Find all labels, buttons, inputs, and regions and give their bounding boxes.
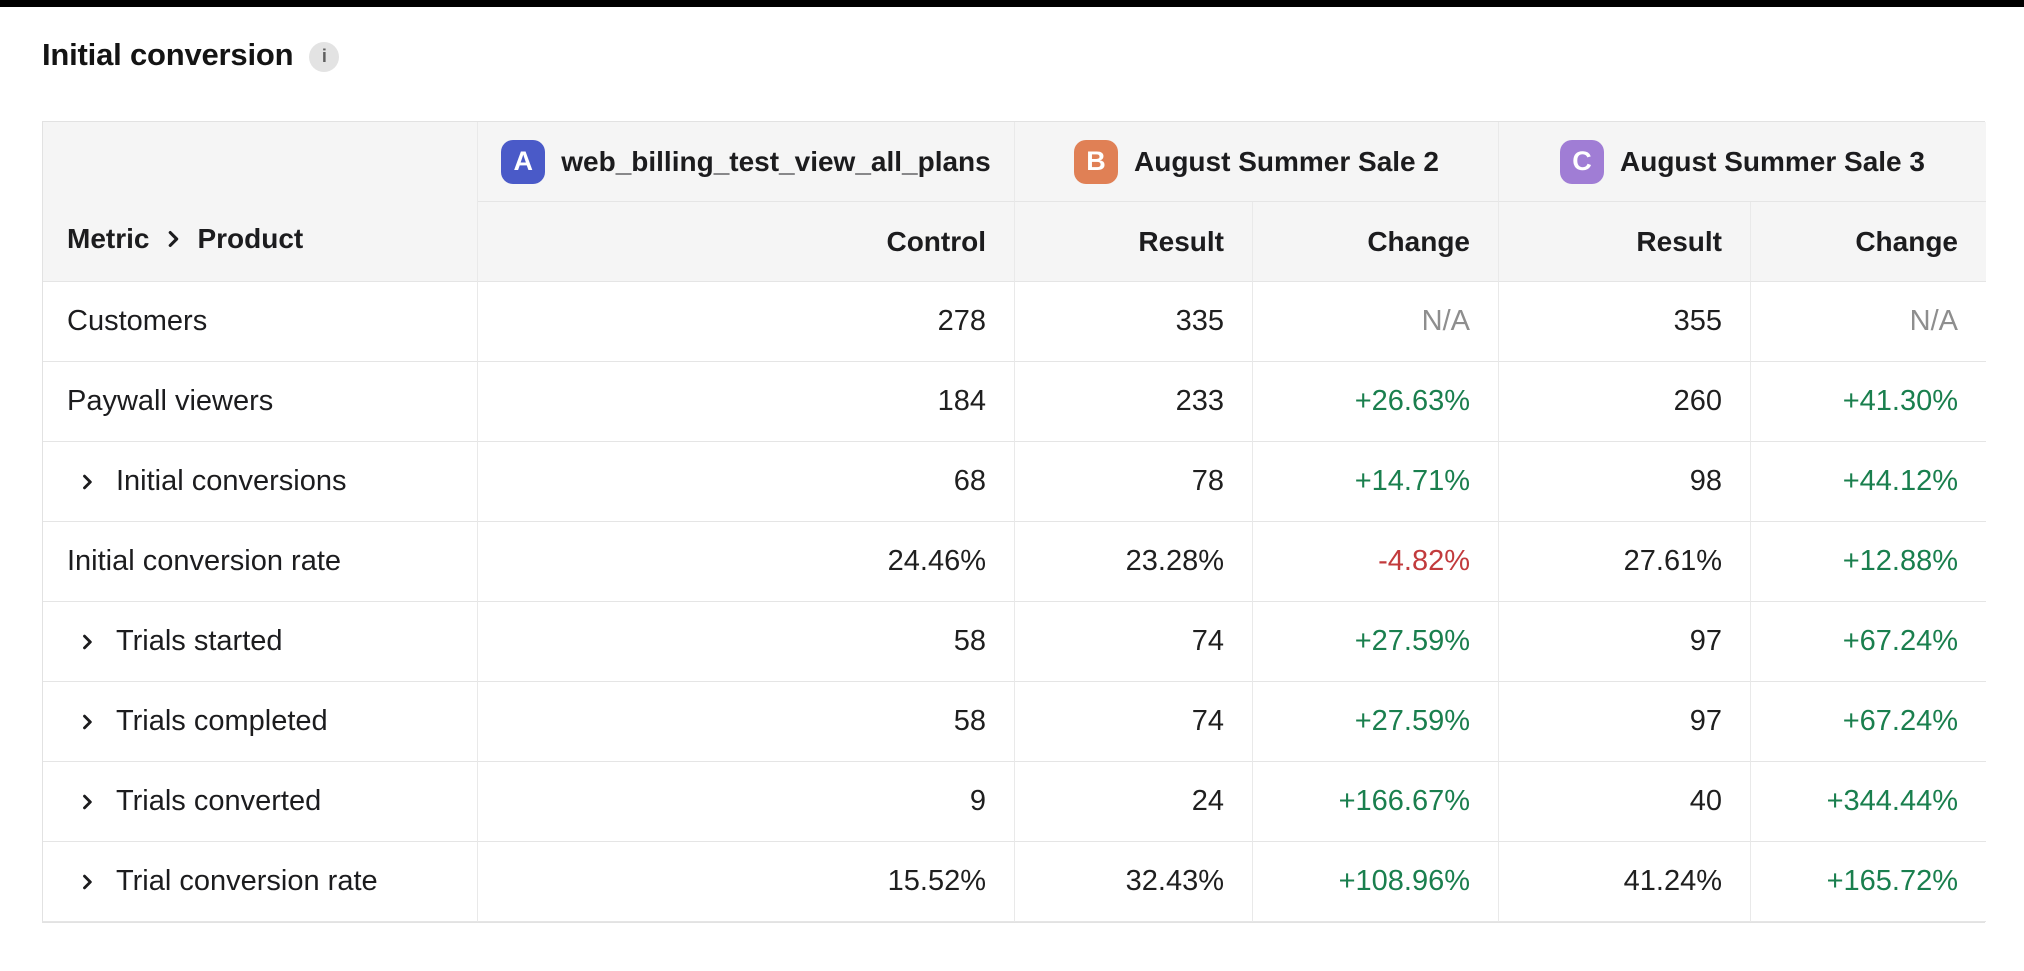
c-result-cell: 97	[1499, 602, 1751, 682]
b-change-cell: +27.59%	[1253, 602, 1499, 682]
c-change-cell: +67.24%	[1751, 682, 1986, 762]
page-title: Initial conversion	[42, 37, 294, 72]
metric-column-header: Metric Product	[43, 122, 478, 282]
c-result-cell: 260	[1499, 362, 1751, 442]
variant-b-badge: B	[1074, 139, 1118, 184]
variant-a-badge: A	[501, 139, 546, 184]
b-result-cell: 24	[1015, 762, 1253, 842]
c-result-cell: 98	[1499, 442, 1751, 522]
control-value-cell: 24.46%	[478, 522, 1015, 602]
metric-label: Initial conversions	[116, 465, 347, 497]
b-result-cell: 23.28%	[1015, 522, 1253, 602]
expand-chevron-icon[interactable]	[77, 872, 97, 892]
b-change-cell: -4.82%	[1253, 522, 1499, 602]
c-result-cell: 40	[1499, 762, 1751, 842]
column-header-b-change: Change	[1253, 202, 1499, 282]
control-value-cell: 9	[478, 762, 1015, 842]
expand-chevron-icon[interactable]	[77, 472, 97, 492]
expand-chevron-icon[interactable]	[77, 632, 97, 652]
c-result-cell: 97	[1499, 682, 1751, 762]
metric-label: Trials started	[116, 625, 283, 657]
metrics-table: Metric Product A web_billing_test_view_a…	[42, 121, 1986, 923]
c-change-cell: +67.24%	[1751, 602, 1986, 682]
info-icon[interactable]: i	[309, 41, 340, 72]
control-value-cell: 278	[478, 282, 1015, 362]
b-change-cell: +26.63%	[1253, 362, 1499, 442]
metric-cell: Trials started	[43, 602, 478, 682]
metric-label: Customers	[67, 305, 208, 337]
variant-a-name: web_billing_test_view_all_plans	[561, 145, 991, 177]
metric-cell: Initial conversion rate	[43, 522, 478, 602]
column-header-b-result: Result	[1015, 202, 1253, 282]
section-header: Initial conversion i	[42, 37, 1985, 73]
c-change-cell: N/A	[1751, 282, 1986, 362]
b-change-cell: +14.71%	[1253, 442, 1499, 522]
metric-header-secondary: Product	[197, 223, 304, 254]
metric-cell: Customers	[43, 282, 478, 362]
c-result-cell: 27.61%	[1499, 522, 1751, 602]
control-value-cell: 58	[478, 602, 1015, 682]
b-change-cell: +27.59%	[1253, 682, 1499, 762]
c-change-cell: +12.88%	[1751, 522, 1986, 602]
c-change-cell: +41.30%	[1751, 362, 1986, 442]
column-header-c-change: Change	[1751, 202, 1986, 282]
b-result-cell: 74	[1015, 602, 1253, 682]
column-header-control: Control	[478, 202, 1015, 282]
control-value-cell: 58	[478, 682, 1015, 762]
control-value-cell: 15.52%	[478, 842, 1015, 922]
c-result-cell: 355	[1499, 282, 1751, 362]
metric-cell: Paywall viewers	[43, 362, 478, 442]
expand-chevron-icon[interactable]	[77, 792, 97, 812]
c-result-cell: 41.24%	[1499, 842, 1751, 922]
control-value-cell: 184	[478, 362, 1015, 442]
variant-c-header: C August Summer Sale 3	[1499, 122, 1986, 202]
b-result-cell: 74	[1015, 682, 1253, 762]
metric-cell: Trials converted	[43, 762, 478, 842]
metric-cell: Initial conversions	[43, 442, 478, 522]
b-result-cell: 233	[1015, 362, 1253, 442]
metric-label: Trials completed	[116, 705, 328, 737]
metric-label: Paywall viewers	[67, 385, 274, 417]
metric-cell: Trial conversion rate	[43, 842, 478, 922]
b-change-cell: +108.96%	[1253, 842, 1499, 922]
b-change-cell: +166.67%	[1253, 762, 1499, 842]
b-result-cell: 32.43%	[1015, 842, 1253, 922]
c-change-cell: +344.44%	[1751, 762, 1986, 842]
metric-cell: Trials completed	[43, 682, 478, 762]
metric-label: Trial conversion rate	[116, 865, 378, 897]
variant-c-badge: C	[1560, 139, 1604, 184]
c-change-cell: +165.72%	[1751, 842, 1986, 922]
column-header-c-result: Result	[1499, 202, 1751, 282]
page: Initial conversion i Metric Product A we…	[0, 37, 2024, 923]
variant-c-name: August Summer Sale 3	[1620, 145, 1925, 177]
b-result-cell: 335	[1015, 282, 1253, 362]
c-change-cell: +44.12%	[1751, 442, 1986, 522]
control-value-cell: 68	[478, 442, 1015, 522]
b-change-cell: N/A	[1253, 282, 1499, 362]
window-top-edge	[0, 0, 2024, 7]
expand-chevron-icon[interactable]	[77, 712, 97, 732]
metric-header-primary: Metric	[67, 223, 150, 254]
variant-b-header: B August Summer Sale 2	[1015, 122, 1499, 202]
b-result-cell: 78	[1015, 442, 1253, 522]
variant-b-name: August Summer Sale 2	[1134, 145, 1439, 177]
metric-label: Trials converted	[116, 785, 322, 817]
chevron-right-icon	[162, 228, 184, 250]
variant-a-header: A web_billing_test_view_all_plans	[478, 122, 1015, 202]
metric-label: Initial conversion rate	[67, 545, 342, 577]
